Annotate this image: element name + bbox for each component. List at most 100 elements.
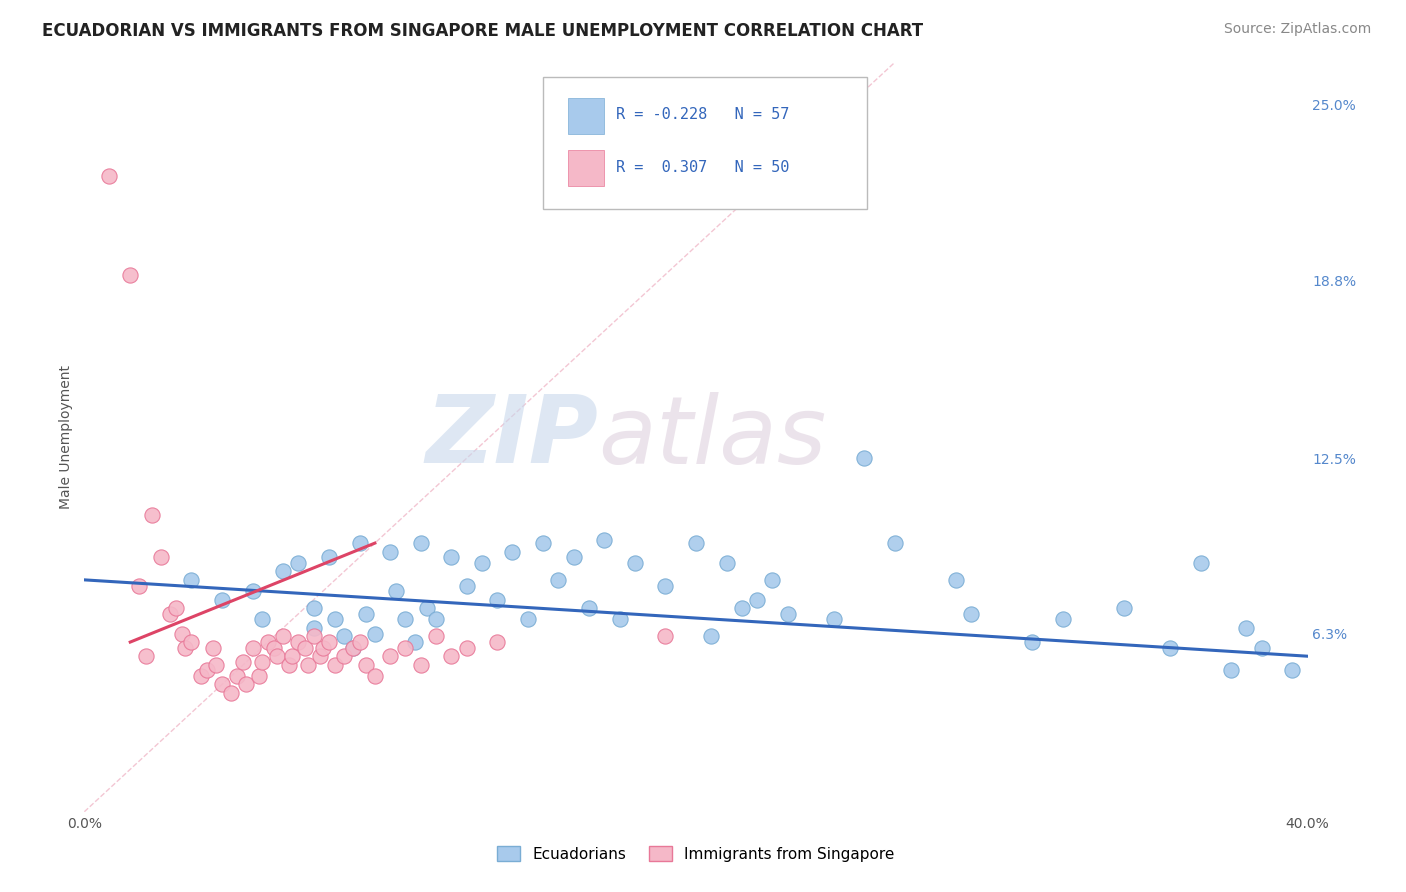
Point [516,612,538,626]
Point [135,649,157,664]
Point [404,635,426,649]
Point [425,629,447,643]
FancyBboxPatch shape [543,78,868,209]
Point [180,573,202,587]
Point [302,601,325,615]
Point [531,536,554,550]
Point [1220,664,1243,678]
Point [654,578,676,592]
Point [278,657,301,672]
Point [242,584,264,599]
Point [226,669,249,683]
Point [409,536,432,550]
Point [547,573,569,587]
Point [562,550,585,565]
Text: atlas: atlas [598,392,827,483]
Point [201,640,224,655]
Point [354,607,377,621]
Point [342,640,364,655]
Point [190,669,212,683]
Point [960,607,983,621]
Point [235,677,257,691]
Point [250,655,273,669]
Point [308,649,330,664]
Point [211,677,233,691]
Point [425,612,447,626]
Text: ZIP: ZIP [425,391,598,483]
Point [174,640,197,655]
Point [1021,635,1043,649]
Point [1189,556,1212,570]
Point [323,657,346,672]
Point [205,657,228,672]
FancyBboxPatch shape [568,150,605,186]
Point [440,649,463,664]
Point [257,635,280,649]
Text: R =  0.307   N = 50: R = 0.307 N = 50 [616,160,790,175]
Point [364,669,387,683]
Point [247,669,270,683]
Point [302,629,325,643]
Point [1250,640,1272,655]
Point [281,649,304,664]
Point [120,268,142,282]
Point [471,556,494,570]
Point [624,556,647,570]
Point [149,550,172,565]
Point [271,629,294,643]
Point [333,649,356,664]
Point [333,629,356,643]
Point [883,536,905,550]
Point [128,578,150,592]
Point [593,533,616,548]
Point [776,607,799,621]
Point [823,612,845,626]
Point [263,640,285,655]
Point [456,578,478,592]
Point [1281,664,1303,678]
Point [219,686,242,700]
Point [716,556,738,570]
Point [731,601,754,615]
Point [312,640,335,655]
Point [323,612,346,626]
Point [318,550,340,565]
Point [700,629,723,643]
Point [364,626,387,640]
Point [195,664,218,678]
Point [141,508,163,522]
Text: Source: ZipAtlas.com: Source: ZipAtlas.com [1223,22,1371,37]
Point [578,601,600,615]
Point [1159,640,1181,655]
Point [380,544,402,558]
Point [232,655,254,669]
Text: R = -0.228   N = 57: R = -0.228 N = 57 [616,107,790,122]
Point [180,635,202,649]
Point [394,612,416,626]
Point [250,612,273,626]
Point [1236,621,1258,635]
Point [456,640,478,655]
Point [416,601,439,615]
Point [354,657,377,672]
Point [294,640,316,655]
Point [380,649,402,664]
Point [761,573,783,587]
Point [172,626,194,640]
Point [440,550,463,565]
Point [287,635,309,649]
Point [302,621,325,635]
Point [409,657,432,672]
Point [853,451,876,466]
Point [685,536,707,550]
Point [266,649,288,664]
Point [211,592,233,607]
Point [1052,612,1074,626]
Point [165,601,187,615]
Point [287,556,309,570]
Point [747,592,769,607]
Y-axis label: Male Unemployment: Male Unemployment [59,365,73,509]
Point [654,629,676,643]
Point [945,573,967,587]
Point [97,169,120,183]
